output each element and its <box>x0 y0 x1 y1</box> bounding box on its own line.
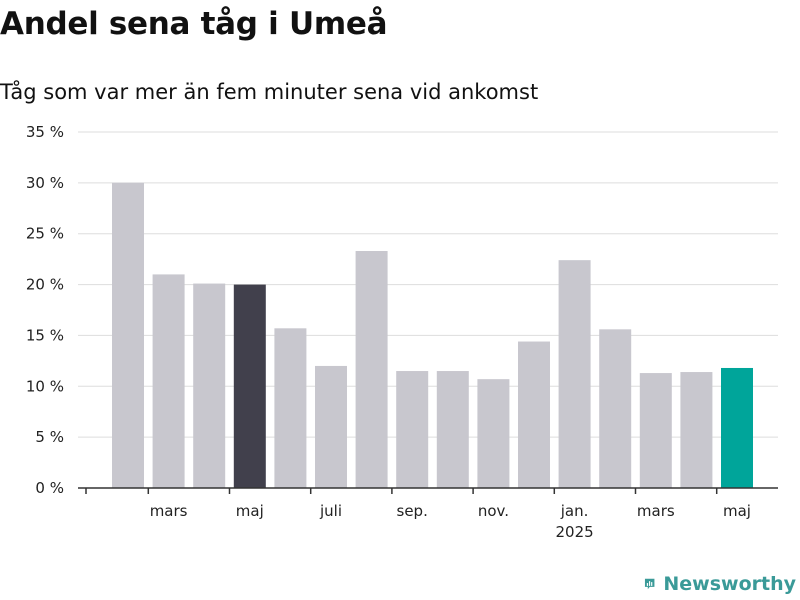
x-tick-label: mars <box>637 502 675 520</box>
bar-series <box>112 182 753 488</box>
bar-2025-02 <box>599 329 632 488</box>
y-tick-label: 20 % <box>26 276 64 294</box>
y-tick-label: 35 % <box>26 123 64 141</box>
bar-2024-06 <box>274 328 307 488</box>
y-tick-label: 30 % <box>26 174 64 192</box>
bar-2024-10 <box>436 371 469 488</box>
x-tick-label: nov. <box>478 502 509 520</box>
bar-2025-01 <box>558 260 591 488</box>
bar-2025-03 <box>639 373 672 488</box>
bar-2024-12 <box>518 341 550 488</box>
x-tick-label: jan. <box>560 502 589 520</box>
y-tick-label: 15 % <box>26 326 64 344</box>
bar-2024-05 <box>233 284 266 488</box>
x-tick-label: juli <box>319 502 342 520</box>
y-axis-ticks: 0 % 5 % 10 % 15 % 20 % 25 % 30 % 35 % <box>26 123 64 497</box>
bar-2024-04 <box>193 283 226 488</box>
bar-chart-icon <box>644 578 655 590</box>
x-tick-label: maj <box>236 502 264 520</box>
bar-2024-07 <box>315 365 347 488</box>
y-tick-label: 0 % <box>35 479 64 497</box>
bar-2025-04 <box>680 372 713 488</box>
x-tick-label: maj <box>723 502 751 520</box>
y-tick-label: 10 % <box>26 377 64 395</box>
x-tick-label: mars <box>150 502 188 520</box>
bar-2024-08 <box>355 251 388 488</box>
chart-title: Andel sena tåg i Umeå <box>0 6 388 42</box>
bar-2024-09 <box>396 371 429 488</box>
brand-logo: Newsworthy <box>644 568 796 600</box>
y-tick-label: 25 % <box>26 225 64 243</box>
bar-chart: 0 % 5 % 10 % 15 % 20 % 25 % 30 % 35 % mars maj ju… <box>26 123 778 541</box>
chart-subtitle: Tåg som var mer än fem minuter sena vid … <box>0 80 539 104</box>
x-tick-label: sep. <box>397 502 428 520</box>
brand-name: Newsworthy <box>663 573 796 595</box>
bar-2024-03 <box>152 274 185 488</box>
y-tick-label: 5 % <box>35 428 64 446</box>
x-tick-year-label: 2025 <box>556 523 594 541</box>
bar-2024-11 <box>477 379 510 488</box>
x-axis: mars maj juli sep. nov. jan. 2025 mars maj <box>78 487 778 541</box>
bar-2024-02 <box>112 182 144 488</box>
bar-2025-05 <box>721 367 753 488</box>
